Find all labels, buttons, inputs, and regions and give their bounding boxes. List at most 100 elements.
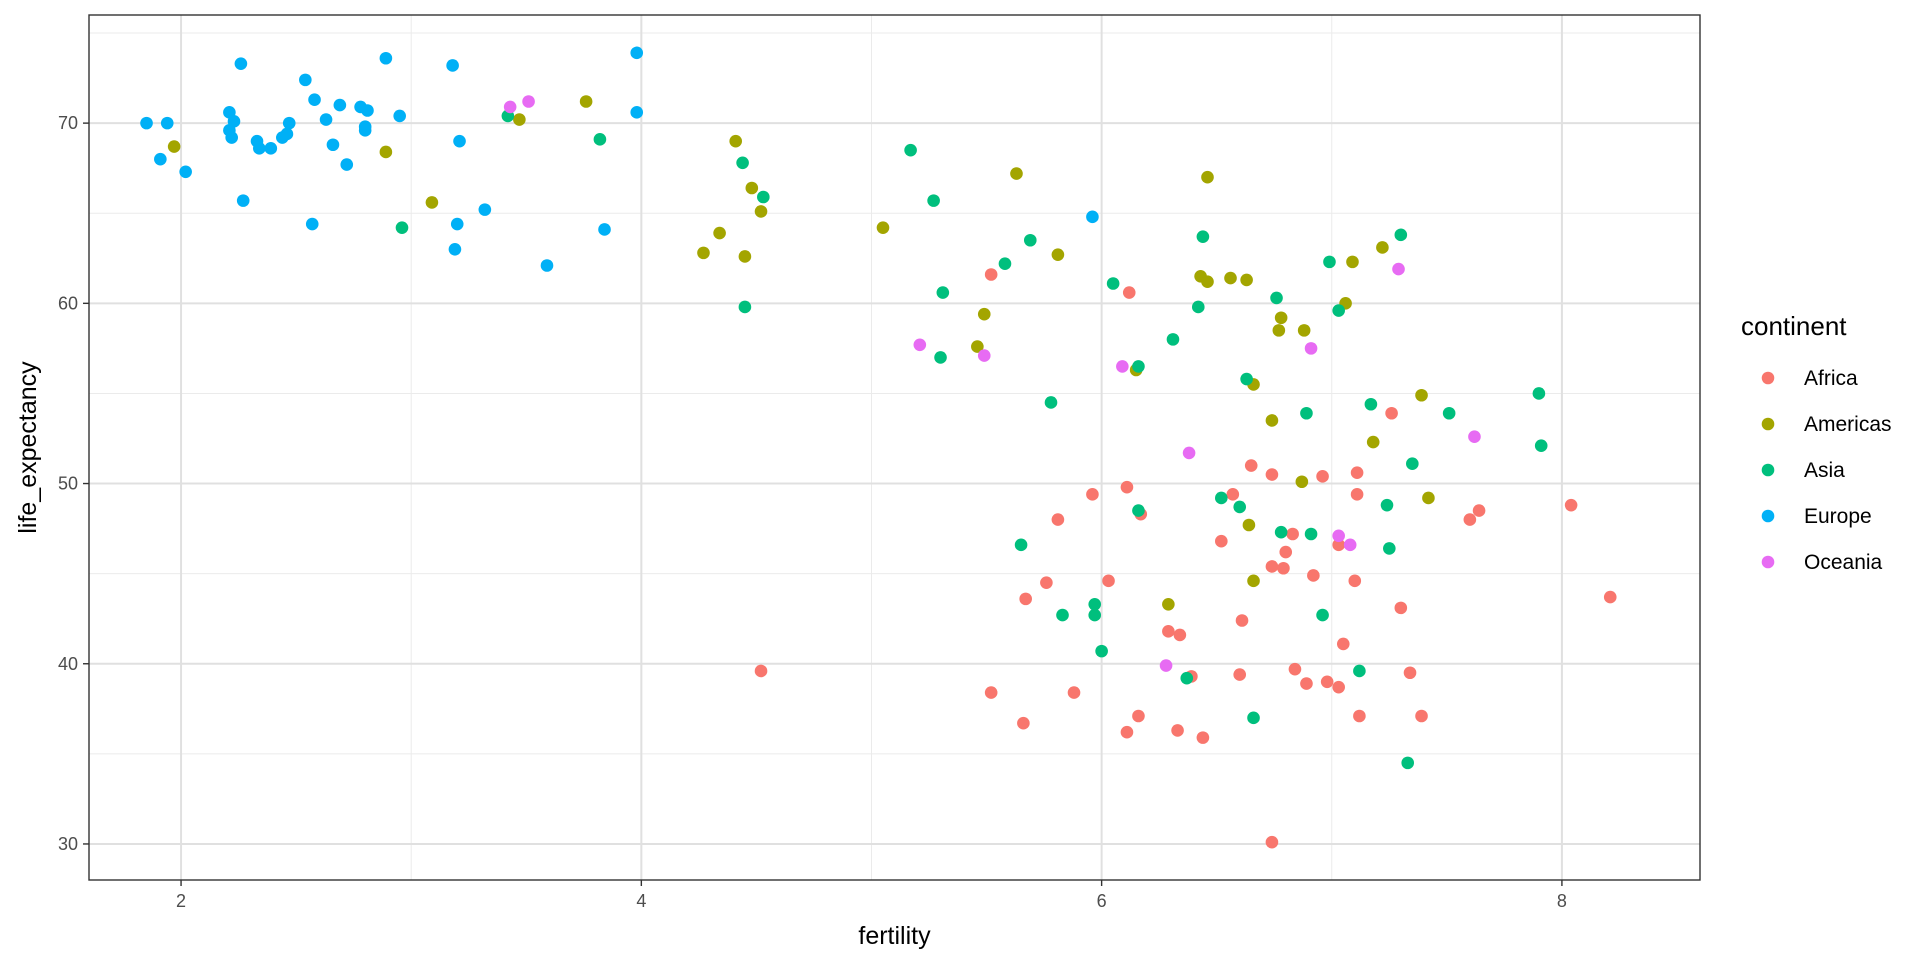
point-asia <box>1088 597 1102 611</box>
point-asia <box>927 194 940 207</box>
point-asia <box>1442 406 1456 420</box>
x-axis: 2 4 6 8 <box>176 880 1567 911</box>
point-americas <box>1376 241 1389 254</box>
point-europe <box>319 113 333 126</box>
point-asia <box>1332 304 1345 317</box>
point-africa <box>1394 601 1408 615</box>
point-europe <box>446 59 459 72</box>
point-americas <box>1201 275 1214 289</box>
point-europe <box>379 51 393 65</box>
point-asia <box>1132 360 1145 373</box>
point-africa <box>1279 545 1293 559</box>
point-europe <box>140 116 153 130</box>
point-americas <box>971 340 984 353</box>
x-tick-label: 4 <box>636 891 646 911</box>
point-africa <box>1350 466 1364 480</box>
point-oceania <box>522 95 535 108</box>
point-americas <box>754 205 768 218</box>
point-europe <box>225 131 238 144</box>
point-africa <box>1603 590 1617 604</box>
point-europe <box>264 142 278 155</box>
point-americas <box>425 196 439 209</box>
point-africa <box>1277 561 1290 575</box>
point-asia <box>1364 397 1378 411</box>
point-oceania <box>1116 360 1129 373</box>
legend: continent Africa Americas Asia Europe Oceani… <box>1741 311 1892 574</box>
point-asia <box>736 156 749 170</box>
point-africa <box>1171 724 1184 737</box>
y-tick-label: 30 <box>58 834 78 854</box>
point-africa <box>1215 534 1228 548</box>
point-asia <box>1014 538 1028 552</box>
point-europe <box>450 217 464 231</box>
point-africa <box>984 686 998 699</box>
point-africa <box>1336 637 1350 651</box>
point-asia <box>1534 439 1548 452</box>
point-africa <box>1472 504 1486 517</box>
point-americas <box>713 226 726 240</box>
point-asia <box>1247 711 1260 725</box>
point-americas <box>977 307 991 321</box>
point-asia <box>1023 233 1037 247</box>
point-africa <box>1196 731 1210 744</box>
point-americas <box>1272 324 1286 337</box>
y-tick-label: 60 <box>58 293 78 313</box>
point-africa <box>1120 480 1134 494</box>
point-africa <box>1463 513 1477 526</box>
point-africa <box>1332 680 1345 694</box>
point-oceania <box>1392 262 1405 276</box>
x-tick-label: 8 <box>1557 891 1567 911</box>
point-europe <box>253 142 266 155</box>
data-points <box>140 46 1617 849</box>
point-asia <box>1394 228 1408 242</box>
x-axis-title: fertility <box>858 922 931 950</box>
point-americas <box>1415 388 1428 402</box>
point-asia <box>1380 498 1394 512</box>
point-africa <box>1226 488 1240 501</box>
point-asia <box>1166 333 1180 346</box>
point-africa <box>1265 468 1279 481</box>
point-africa <box>1162 625 1175 638</box>
point-asia <box>1240 372 1253 386</box>
point-americas <box>379 145 393 159</box>
point-europe <box>227 115 241 128</box>
point-americas <box>1201 170 1214 184</box>
point-europe <box>179 165 192 179</box>
point-asia <box>1056 608 1069 622</box>
point-africa <box>1403 666 1417 680</box>
point-oceania <box>1343 538 1357 552</box>
point-europe <box>234 57 248 70</box>
point-asia <box>1270 291 1283 305</box>
legend-key-africa <box>1761 371 1775 385</box>
point-europe <box>1086 210 1099 224</box>
plot-panel <box>88 14 1701 881</box>
point-asia <box>904 143 917 157</box>
point-asia <box>1401 756 1415 770</box>
legend-key-europe <box>1761 509 1775 523</box>
point-europe <box>453 134 466 148</box>
y-tick-label: 50 <box>58 474 78 494</box>
point-africa <box>1300 677 1313 690</box>
point-oceania <box>503 100 517 114</box>
legend-title: continent <box>1741 311 1847 341</box>
point-africa <box>1350 488 1364 501</box>
legend-key-asia <box>1761 463 1775 477</box>
point-africa <box>1307 569 1320 582</box>
point-europe <box>598 223 611 236</box>
point-asia <box>1044 396 1058 409</box>
y-axis: 30 40 50 60 70 <box>58 113 89 854</box>
point-asia <box>1532 387 1546 400</box>
point-asia <box>593 133 607 146</box>
x-tick-label: 6 <box>1097 891 1107 911</box>
point-europe <box>358 120 372 134</box>
legend-entries: Africa Americas Asia Europe Oceania <box>1761 367 1892 574</box>
panel-border <box>88 14 1701 881</box>
point-asia <box>395 221 409 234</box>
point-asia <box>1132 504 1145 517</box>
legend-key-americas <box>1761 417 1775 431</box>
point-europe <box>361 104 374 117</box>
point-asia <box>1191 300 1205 314</box>
point-africa <box>1051 513 1065 526</box>
point-europe <box>333 98 347 112</box>
